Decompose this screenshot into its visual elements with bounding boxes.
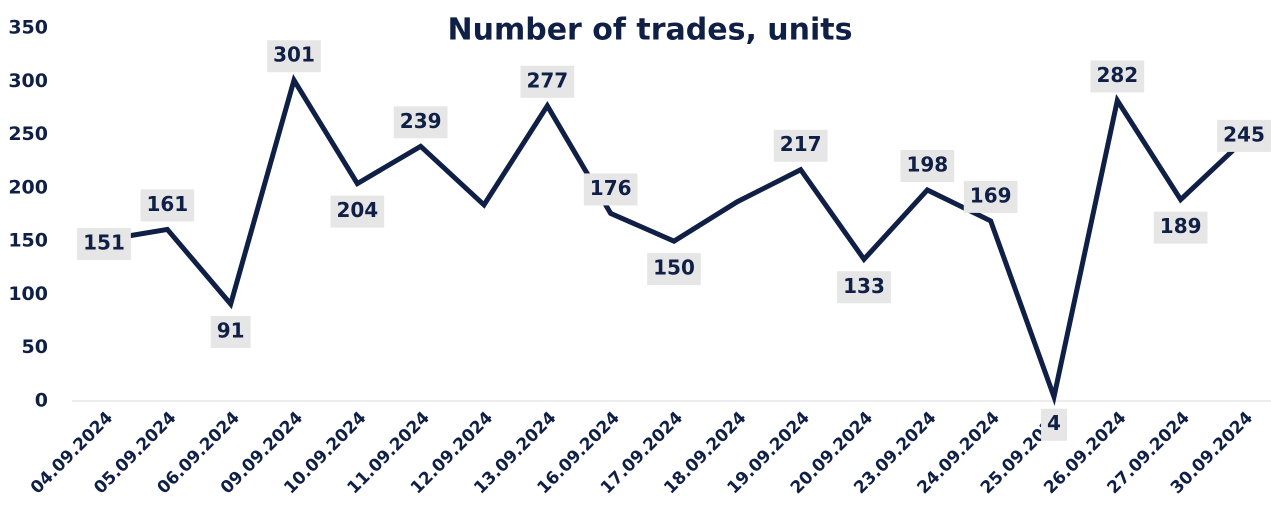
value-label: 151: [83, 231, 125, 255]
value-label: 133: [843, 274, 885, 298]
label-box: [1090, 60, 1145, 93]
y-tick-label: 350: [8, 17, 48, 39]
label-box: [520, 65, 575, 98]
data-label: 198: [900, 149, 955, 182]
y-tick-label: 300: [8, 70, 48, 92]
label-box: [1217, 119, 1271, 152]
value-label: 4: [1047, 411, 1061, 435]
value-label: 217: [780, 132, 822, 156]
label-box: [900, 149, 955, 182]
data-label: 239: [393, 106, 448, 139]
data-label: 176: [583, 173, 638, 206]
label-box: [140, 189, 195, 222]
value-label: 282: [1096, 63, 1138, 87]
data-label: 150: [647, 253, 701, 286]
y-tick-label: 0: [35, 390, 48, 412]
value-label: 239: [400, 109, 442, 133]
value-label: 91: [217, 319, 245, 343]
data-label: 217: [773, 129, 828, 162]
label-box: [210, 316, 251, 349]
data-label: 282: [1090, 60, 1145, 93]
label-box: [393, 106, 448, 139]
data-label: 161: [140, 189, 195, 222]
label-box: [267, 40, 321, 73]
label-box: [1153, 211, 1208, 244]
chart-title: Number of trades, units: [448, 13, 853, 48]
data-label: 4: [1041, 408, 1067, 441]
y-tick-label: 100: [8, 283, 48, 305]
y-tick-label: 200: [8, 176, 48, 198]
data-label: 189: [1153, 211, 1208, 244]
label-box: [77, 228, 131, 261]
data-label: 169: [963, 180, 1018, 213]
label-box: [773, 129, 828, 162]
data-label: 151: [77, 228, 131, 261]
value-label: 150: [653, 256, 695, 280]
label-box: [1041, 408, 1067, 441]
value-label: 176: [590, 176, 632, 200]
data-label: 277: [520, 65, 575, 98]
data-label: 301: [267, 40, 321, 73]
line: [103, 74, 1246, 406]
label-box: [330, 195, 385, 228]
data-label: 91: [210, 316, 251, 349]
data-label: 204: [330, 195, 385, 228]
y-tick-label: 150: [8, 230, 48, 252]
data-label: 133: [837, 271, 891, 304]
value-label: 169: [970, 183, 1012, 207]
value-label: 161: [146, 192, 188, 216]
y-tick-label: 250: [8, 123, 48, 145]
label-box: [963, 180, 1018, 213]
data-label: 245: [1217, 119, 1271, 152]
label-box: [583, 173, 638, 206]
value-label: 301: [273, 43, 315, 67]
value-label: 204: [336, 198, 378, 222]
y-tick-label: 50: [22, 336, 48, 358]
value-label: 198: [906, 152, 948, 176]
label-box: [837, 271, 891, 304]
value-label: 245: [1223, 122, 1265, 146]
value-label: 277: [526, 68, 568, 92]
value-label: 189: [1160, 214, 1202, 238]
label-box: [647, 253, 701, 286]
